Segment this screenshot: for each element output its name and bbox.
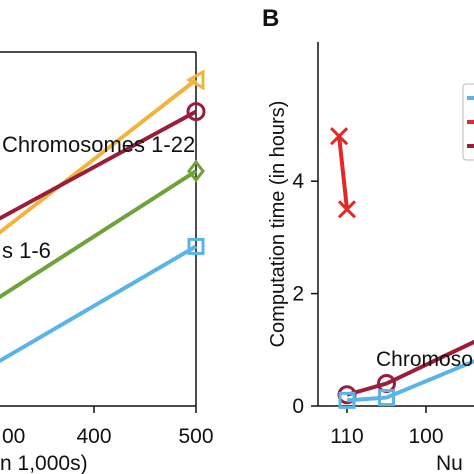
panel-a: 00 400 500 n 1,000s) Chromosomes 1-22 s 1-6 xyxy=(0,51,214,474)
series-line-b-0 xyxy=(337,136,349,210)
annotation-chromosomes-1-22: Chromosomes 1-22 xyxy=(2,132,195,157)
legend-b xyxy=(462,83,474,161)
y-axis-label-b: Computation time (in hours) xyxy=(267,101,289,348)
series-marker-b-0-0 xyxy=(337,200,357,219)
series-marker-b-0-1 xyxy=(330,127,349,146)
x-tick-label-a-0: 00 xyxy=(2,425,25,448)
panel-b-label: B xyxy=(262,5,279,32)
series-line-b-1 xyxy=(346,339,474,397)
x-axis-label-a: n 1,000s) xyxy=(0,452,88,474)
series-marker-a-3 xyxy=(187,237,205,255)
series-line-a-3 xyxy=(0,244,198,364)
series-line-a-1 xyxy=(0,109,197,221)
series-marker-a-0 xyxy=(185,69,205,91)
series-line-a-2 xyxy=(0,169,198,300)
x-tick-label-b-0: 110 xyxy=(330,425,363,448)
y-tick-label-b-1: 2 xyxy=(292,283,304,306)
series-marker-a-1 xyxy=(186,102,206,122)
series-line-a-0 xyxy=(0,78,198,235)
annotation-chromosomes-b: Chromoso xyxy=(376,348,473,371)
y-tick-label-b-0: 0 xyxy=(292,395,304,418)
panel-b: B 0 2 4 110 100 Nu Computation time (in hours) C… xyxy=(262,5,474,474)
annotation-chromosomes-1-6: s 1-6 xyxy=(2,238,51,263)
series-marker-b-2-1 xyxy=(378,389,395,407)
x-tick-label-b-1: 100 xyxy=(408,425,443,448)
x-axis-label-b: Nu xyxy=(436,452,463,474)
y-tick-label-b-2: 4 xyxy=(292,170,304,193)
series-marker-a-2 xyxy=(187,159,205,183)
series-marker-b-2-0 xyxy=(338,391,356,409)
series-line-b-2 xyxy=(346,359,474,403)
x-tick-label-a-2: 500 xyxy=(178,425,213,448)
x-tick-label-a-1: 400 xyxy=(76,425,111,448)
